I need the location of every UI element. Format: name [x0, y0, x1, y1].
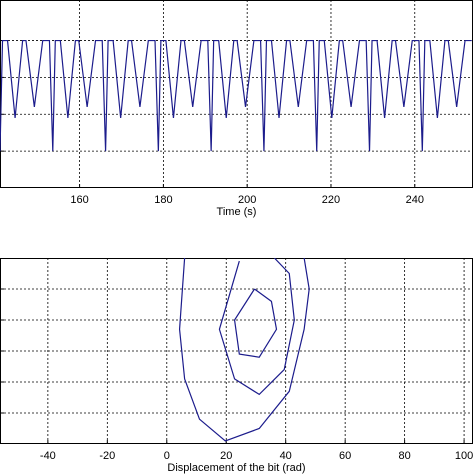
data-line — [178, 258, 310, 442]
axes-box — [0, 0, 473, 188]
x-tick-label: 60 — [339, 450, 351, 462]
x-tick-label: 220 — [322, 194, 340, 206]
x-tick-label: 200 — [238, 194, 256, 206]
x-tick-label: 0 — [164, 450, 170, 462]
x-axis-label: Time (s) — [217, 206, 257, 218]
plot-area — [178, 258, 310, 442]
x-tick-label: 20 — [220, 450, 232, 462]
data-line — [0, 39, 472, 152]
x-tick-label: 240 — [406, 194, 424, 206]
axes-box — [0, 258, 473, 444]
x-tick-label: -40 — [40, 450, 56, 462]
x-tick-label: 40 — [280, 450, 292, 462]
x-tick-label: 160 — [70, 194, 88, 206]
plot-area — [0, 39, 472, 152]
x-tick-label: -20 — [99, 450, 115, 462]
x-tick-label: 180 — [154, 194, 172, 206]
x-tick-label: 80 — [398, 450, 410, 462]
x-axis-label: Displacement of the bit (rad) — [167, 462, 305, 474]
x-tick-label: 100 — [455, 450, 473, 462]
